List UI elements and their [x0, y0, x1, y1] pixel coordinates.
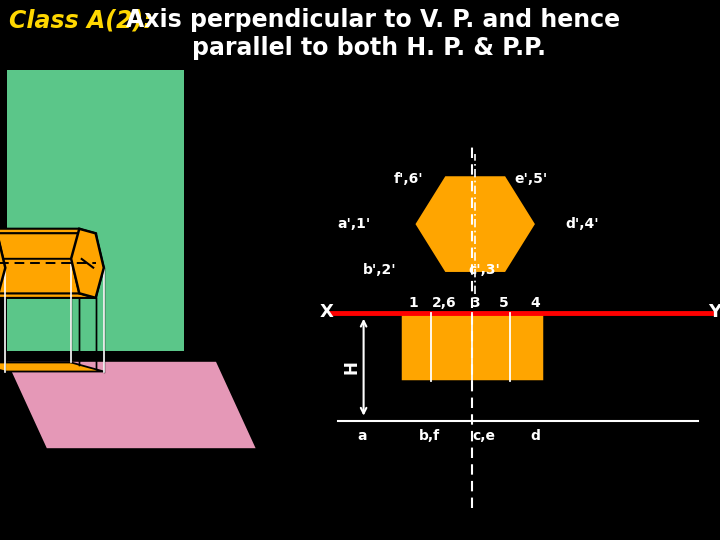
Text: Axis perpendicular to V. P. and hence
        parallel to both H. P. & P.P.: Axis perpendicular to V. P. and hence pa…: [126, 8, 620, 60]
Polygon shape: [414, 175, 536, 273]
Polygon shape: [0, 229, 5, 298]
Polygon shape: [0, 362, 104, 372]
Text: 3: 3: [469, 296, 480, 310]
Text: X: X: [320, 302, 334, 321]
Polygon shape: [71, 229, 104, 298]
Polygon shape: [0, 268, 104, 298]
Text: b',2': b',2': [363, 263, 396, 277]
Text: c,e: c,e: [472, 429, 495, 443]
Text: 5: 5: [499, 296, 509, 310]
Text: Class A(2):: Class A(2):: [9, 8, 153, 32]
Text: b,f: b,f: [419, 429, 441, 443]
Polygon shape: [7, 70, 184, 351]
Text: a: a: [357, 429, 367, 443]
Text: 4: 4: [530, 296, 540, 310]
Polygon shape: [0, 229, 96, 233]
Polygon shape: [7, 362, 256, 448]
Text: Y: Y: [708, 302, 720, 321]
Text: f',6': f',6': [393, 172, 423, 186]
Polygon shape: [0, 229, 79, 259]
Bar: [400, 313, 544, 381]
Polygon shape: [0, 233, 104, 268]
Text: d',4': d',4': [565, 217, 599, 231]
Text: c',3': c',3': [468, 263, 500, 277]
Text: 1: 1: [408, 296, 418, 310]
Text: a',1': a',1': [338, 217, 371, 231]
Text: e',5': e',5': [515, 172, 548, 186]
Text: d: d: [530, 429, 540, 443]
Text: H: H: [343, 360, 361, 374]
Text: 2,6: 2,6: [432, 296, 456, 310]
Polygon shape: [0, 293, 96, 298]
Polygon shape: [0, 259, 79, 293]
